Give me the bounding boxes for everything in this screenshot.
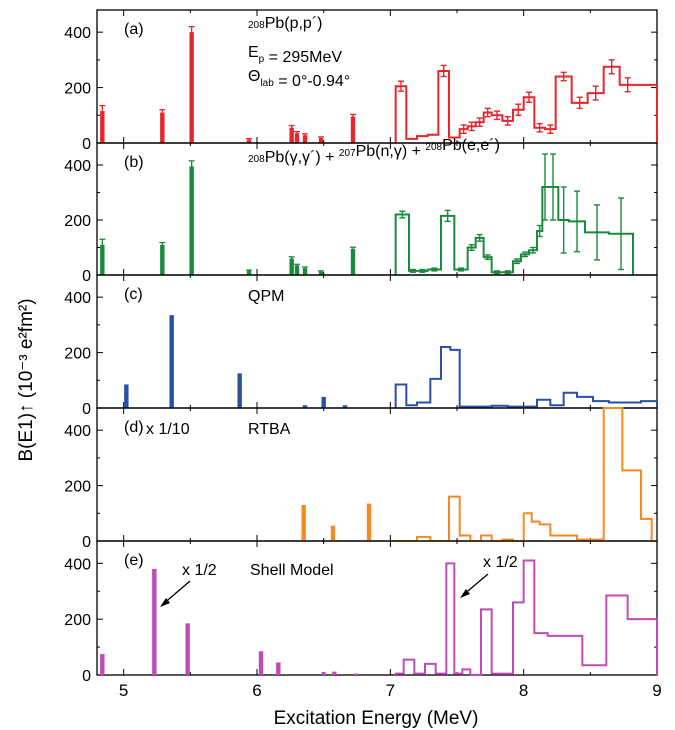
bar bbox=[302, 405, 308, 408]
bar bbox=[332, 671, 337, 675]
panel-annotation: x 1/2 bbox=[182, 562, 217, 579]
bar bbox=[318, 271, 324, 275]
x-tick-label: 9 bbox=[652, 681, 661, 700]
y-tick-label: 400 bbox=[64, 158, 91, 175]
histogram-line bbox=[395, 407, 657, 542]
bar bbox=[246, 139, 252, 143]
y-tick-label: 0 bbox=[82, 534, 91, 551]
bar bbox=[321, 396, 326, 408]
bar bbox=[246, 270, 252, 275]
panel-annotation: x 1/2 bbox=[483, 554, 518, 571]
histogram-line bbox=[394, 186, 634, 275]
panel-frame bbox=[96, 9, 658, 144]
panel-label: (d) bbox=[124, 419, 144, 436]
bar bbox=[350, 116, 356, 143]
y-tick-label: 200 bbox=[64, 213, 91, 230]
panel-frame bbox=[96, 540, 658, 676]
bar bbox=[350, 248, 356, 275]
panel-annotation: QPM bbox=[248, 288, 284, 305]
arrowhead bbox=[460, 589, 470, 598]
y-tick-label: 400 bbox=[64, 556, 91, 573]
x-tick-label: 8 bbox=[519, 681, 528, 700]
bar bbox=[169, 315, 174, 408]
panel-frame bbox=[96, 274, 658, 409]
y-tick-label: 200 bbox=[64, 81, 91, 98]
panel-annotation: RTBA bbox=[248, 421, 291, 438]
bar bbox=[160, 244, 165, 275]
bar bbox=[318, 138, 324, 143]
panel-label: (b) bbox=[124, 154, 144, 171]
x-tick-label: 7 bbox=[386, 681, 395, 700]
histogram-line bbox=[394, 65, 658, 143]
panel-e: 0 200 400 (e) x 1/2 Shell Model x 1/2 bbox=[64, 540, 658, 685]
panel-annotation: Shell Model bbox=[250, 562, 334, 579]
y-tick-label: 200 bbox=[64, 346, 91, 363]
bar bbox=[289, 127, 294, 143]
histogram-line bbox=[394, 346, 658, 408]
panel-label: (a) bbox=[124, 21, 144, 38]
bar bbox=[289, 258, 294, 275]
bar bbox=[124, 384, 129, 408]
bar bbox=[258, 651, 264, 675]
panel-annotation: Ep = 295MeV bbox=[248, 44, 342, 66]
bar bbox=[321, 672, 326, 675]
bar bbox=[185, 623, 190, 675]
panel-frame bbox=[96, 142, 658, 276]
bar bbox=[100, 111, 105, 143]
panel-c: 0 200 400 (c) QPM bbox=[64, 274, 658, 418]
y-tick-label: 200 bbox=[64, 479, 91, 496]
panel-annotation: 208Pb(γ,γ´) + 207Pb(n,γ) + 208Pb(e,e´) bbox=[248, 137, 500, 166]
bar bbox=[330, 525, 336, 541]
bar bbox=[301, 504, 306, 541]
panel-annotation: x 1/10 bbox=[146, 421, 190, 438]
x-tick-label: 6 bbox=[252, 681, 261, 700]
panel-label: (e) bbox=[124, 552, 144, 569]
bar bbox=[294, 265, 300, 275]
y-axis-label: B(E1)↑ (10⁻³ e²fm²) bbox=[16, 298, 37, 461]
y-tick-label: 400 bbox=[64, 25, 91, 42]
bar bbox=[152, 568, 157, 675]
bar bbox=[100, 244, 105, 275]
panel-annotation: 208Pb(p,p´) bbox=[248, 15, 322, 32]
y-tick-label: 0 bbox=[82, 268, 91, 285]
bar bbox=[100, 654, 105, 675]
bar bbox=[237, 373, 242, 408]
y-tick-label: 400 bbox=[64, 423, 91, 440]
y-tick-label: 0 bbox=[82, 401, 91, 418]
bar bbox=[302, 135, 308, 143]
x-axis-label: Excitation Energy (MeV) bbox=[274, 708, 479, 729]
bar bbox=[189, 32, 194, 143]
bar bbox=[342, 405, 348, 408]
arrowhead bbox=[160, 598, 170, 607]
bar bbox=[366, 503, 372, 541]
y-tick-label: 400 bbox=[64, 290, 91, 307]
y-tick-label: 0 bbox=[82, 668, 91, 685]
panel-label: (c) bbox=[124, 286, 143, 303]
bar bbox=[353, 673, 358, 675]
panel-b: 0 200 400 (b) 208Pb(γ,γ´) + 207Pb(n,γ) + 208… bbox=[64, 137, 658, 285]
histogram-line bbox=[394, 559, 658, 676]
panel-annotation: Θlab = 0°-0.94° bbox=[248, 68, 350, 90]
bar bbox=[160, 112, 165, 143]
y-tick-label: 0 bbox=[82, 136, 91, 153]
panel-d: 0 200 400 (d) x 1/10 RTBA bbox=[64, 407, 658, 551]
y-tick-label: 200 bbox=[64, 612, 91, 629]
bar bbox=[294, 133, 300, 143]
bar bbox=[189, 166, 194, 275]
bar bbox=[302, 268, 308, 275]
x-tick-labels: 5 6 7 8 9 bbox=[119, 681, 662, 700]
bar bbox=[276, 662, 281, 675]
x-tick-label: 5 bbox=[119, 681, 128, 700]
